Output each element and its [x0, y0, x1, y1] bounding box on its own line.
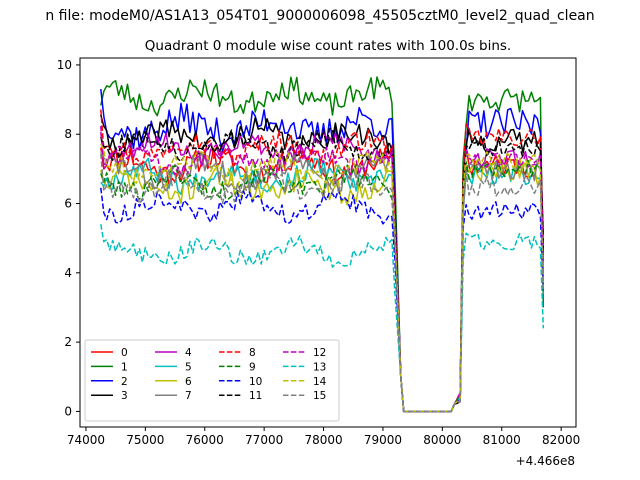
legend-frame: [84, 339, 340, 422]
x-tick-label: 80000: [423, 433, 461, 447]
series-line-1: [100, 76, 545, 413]
legend-label-6: 6: [185, 376, 192, 388]
series-line-2: [100, 89, 545, 413]
y-tick-label: 6: [64, 197, 72, 211]
x-tick-label: 78000: [304, 433, 342, 447]
series-line-8: [100, 109, 545, 413]
series-line-13: [100, 224, 545, 413]
x-tick-label: 81000: [483, 433, 521, 447]
series-line-9: [100, 158, 545, 413]
figure-suptitle: n file: modeM0/AS1A13_054T01_9000006098_…: [45, 8, 594, 24]
legend-label-0: 0: [121, 347, 128, 359]
legend-label-10: 10: [249, 376, 262, 388]
legend-label-5: 5: [185, 361, 192, 373]
x-axis: 74000 75000 76000 77000 78000 79000 80000 81000…: [67, 427, 580, 447]
series-line-7: [100, 151, 545, 413]
legend-label-14: 14: [313, 376, 327, 388]
legend-label-3: 3: [121, 390, 128, 402]
legend-label-8: 8: [249, 347, 256, 359]
series-line-11: [100, 127, 545, 413]
y-axis: 0 2 4 6 8 10: [57, 58, 80, 418]
x-tick-label: 82000: [542, 433, 580, 447]
plot-frame: [79, 57, 577, 428]
y-tick-label: 10: [57, 58, 72, 72]
series-line-3: [100, 114, 545, 413]
legend-label-1: 1: [121, 361, 128, 373]
legend-label-12: 12: [313, 347, 326, 359]
x-offset-label: +4.466e8: [516, 454, 575, 468]
x-tick-label: 76000: [186, 433, 224, 447]
legend-label-15: 15: [313, 390, 326, 402]
series-line-14: [100, 143, 545, 413]
x-tick-label: 75000: [126, 433, 164, 447]
series-line-15: [100, 153, 545, 413]
y-tick-label: 2: [64, 335, 72, 349]
legend-label-7: 7: [185, 390, 192, 402]
legend-label-13: 13: [313, 361, 326, 373]
legend-label-11: 11: [249, 390, 262, 402]
y-tick-label: 8: [64, 127, 72, 141]
series-layer: [100, 76, 545, 413]
legend-label-2: 2: [121, 376, 128, 388]
x-tick-label: 77000: [245, 433, 283, 447]
series-line-10: [100, 187, 545, 413]
legend-label-9: 9: [249, 361, 256, 373]
x-tick-label: 79000: [364, 433, 402, 447]
series-line-6: [100, 161, 545, 413]
chart-title: Quadrant 0 module wise count rates with …: [145, 38, 511, 54]
legend-label-4: 4: [185, 347, 192, 359]
y-tick-label: 0: [64, 404, 72, 418]
x-tick-label: 74000: [67, 433, 105, 447]
y-tick-label: 4: [64, 266, 72, 280]
